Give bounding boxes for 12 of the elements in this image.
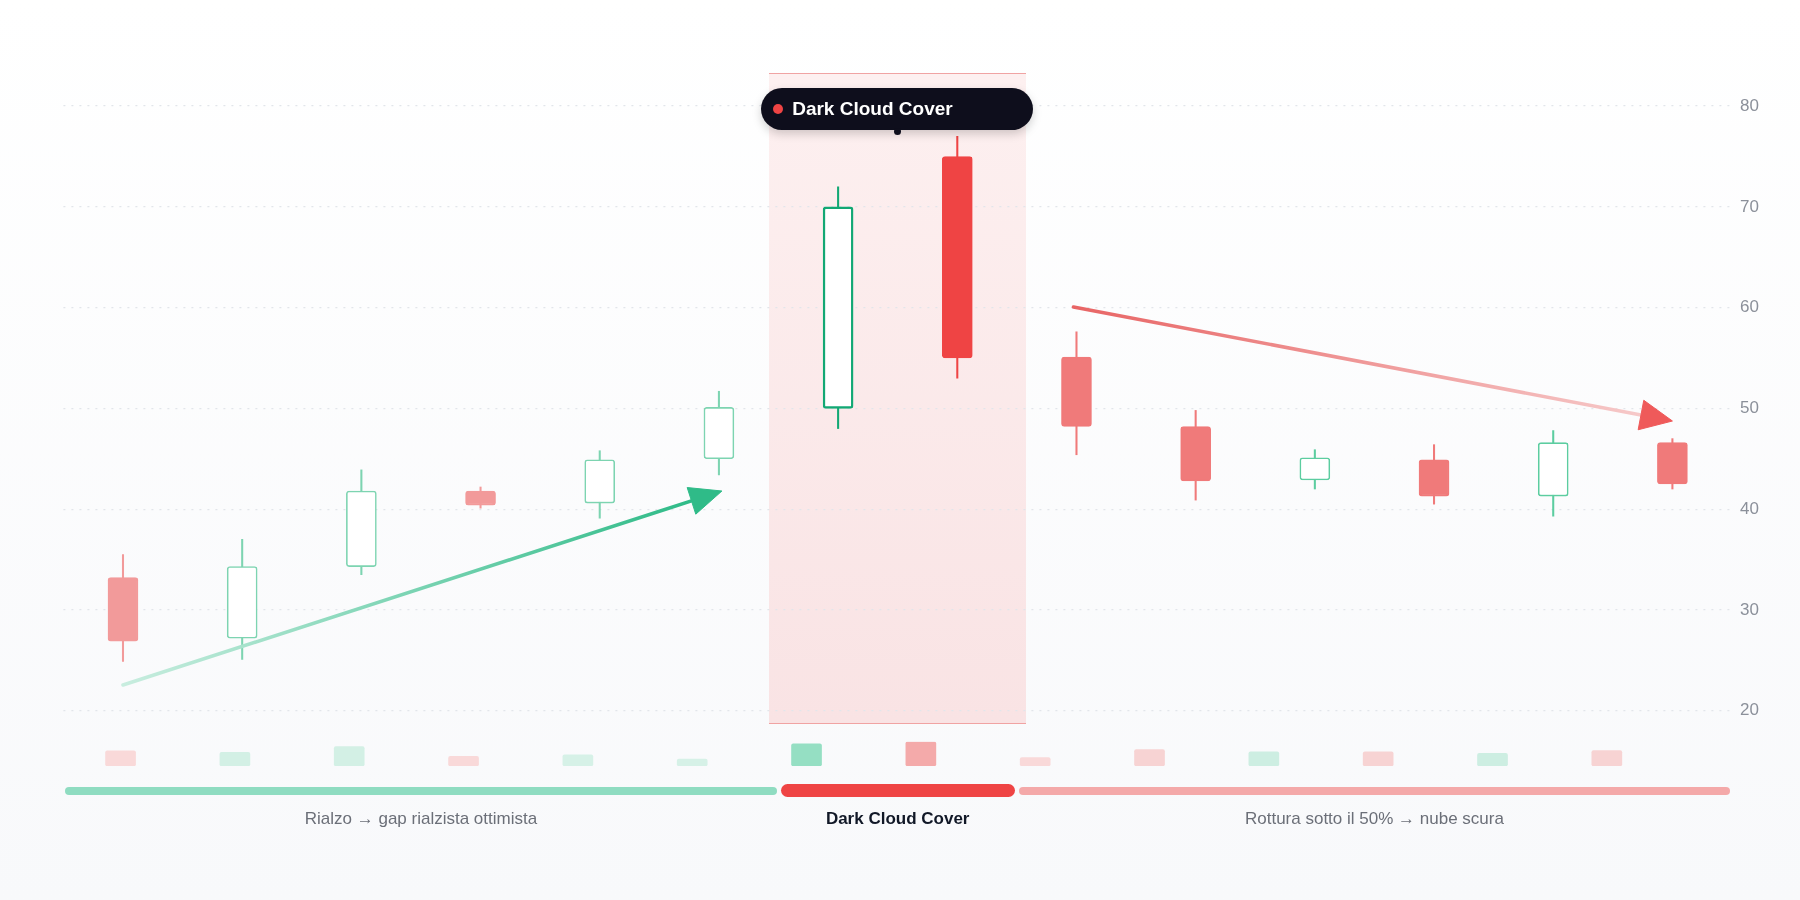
y-tick-label: 80 (1740, 95, 1759, 115)
annotation: Dark Cloud Cover (792, 98, 953, 120)
tooltip: Dark Cloud Cover (761, 88, 1034, 130)
y-tick-label: 60 (1740, 297, 1759, 317)
y-tick-label: 70 (1740, 196, 1759, 216)
text: Rottura sotto il 50% → nube scura (1243, 809, 1505, 829)
text: Rialzo → gap rialzista ottimista (303, 809, 539, 829)
y-tick-label: 30 (1740, 599, 1759, 619)
y-tick-label: 20 (1740, 700, 1759, 720)
y-tick-label: 50 (1740, 398, 1759, 418)
text: Dark Cloud Cover (824, 809, 971, 829)
y-tick-label: 40 (1740, 498, 1759, 518)
